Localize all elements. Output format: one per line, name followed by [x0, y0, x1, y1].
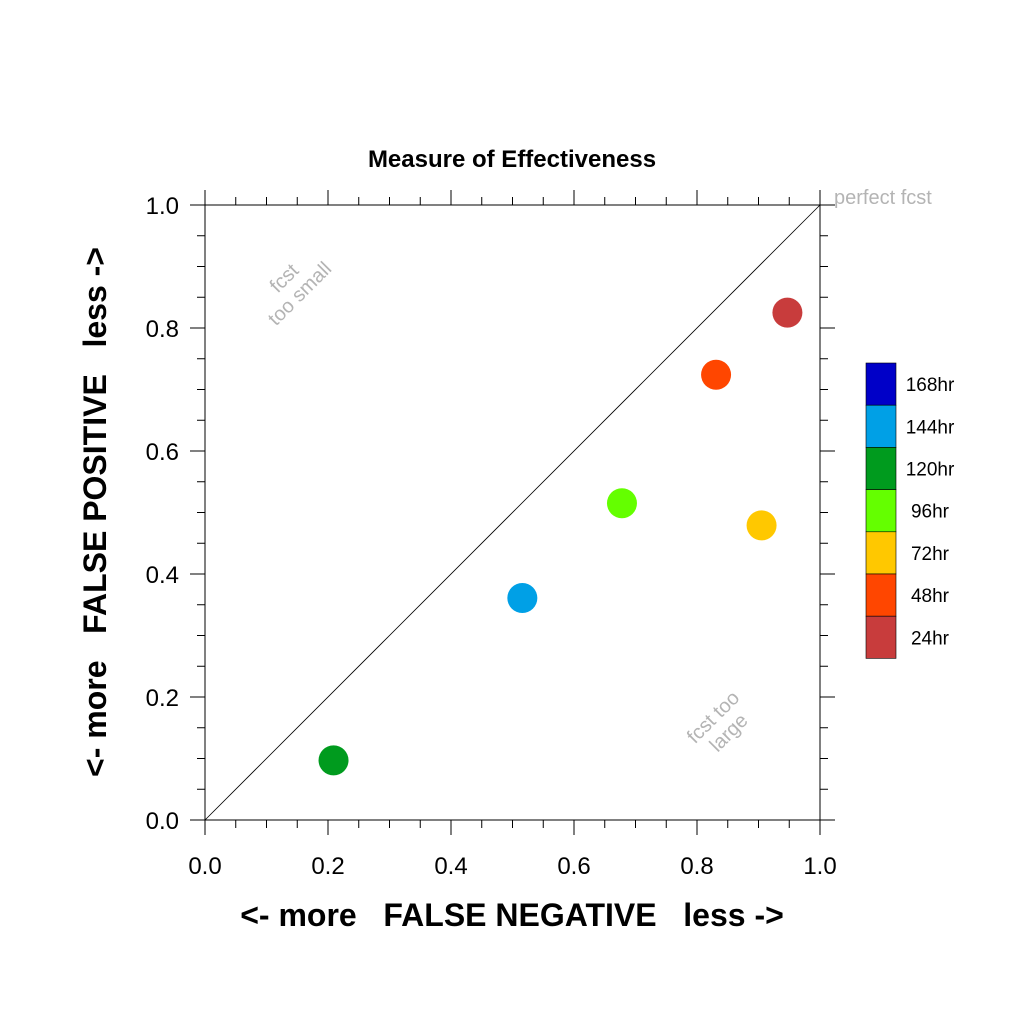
legend-label-120hr: 120hr: [906, 460, 955, 481]
point-72hr: [746, 510, 777, 541]
legend-label-48hr: 48hr: [911, 586, 950, 607]
legend-label-168hr: 168hr: [906, 375, 955, 396]
too-small-annotation: fcst too small: [264, 258, 336, 330]
point-96hr: [606, 488, 637, 519]
too-large-annotation: fcst too large: [683, 687, 753, 757]
legend-swatch-96hr: [865, 489, 897, 533]
legend-swatch-120hr: [865, 447, 897, 490]
legend-label-72hr: 72hr: [911, 544, 950, 565]
perfect-forecast-annotation: perfect fcst: [834, 187, 932, 209]
point-24hr: [772, 297, 803, 328]
legend-swatch-48hr: [865, 573, 897, 617]
y-axis-label: <- more FALSE POSITIVE less ->: [77, 247, 113, 777]
x-tick-label: 0.0: [188, 853, 221, 880]
too-small-annotation-line-2: too small: [264, 258, 336, 330]
y-tick-label: 1.0: [146, 193, 179, 220]
legend-swatch-168hr: [865, 362, 897, 406]
y-tick-label: 0.4: [146, 562, 179, 589]
y-tick-label: 0.2: [146, 685, 179, 712]
x-tick-label: 0.2: [311, 853, 344, 880]
y-tick-label: 0.8: [146, 316, 179, 343]
legend-label-96hr: 96hr: [911, 502, 950, 523]
x-tick-label: 0.8: [680, 853, 713, 880]
legend-swatch-24hr: [865, 615, 897, 659]
legend: 168hr 144hr 120hr 96hr 72hr 48hr 24hr: [865, 362, 955, 659]
x-tick-label: 0.4: [434, 853, 467, 880]
chart-title: Measure of Effectiveness: [368, 146, 656, 173]
point-120hr: [318, 745, 349, 776]
point-48hr: [701, 359, 732, 390]
diagonal-line: [204, 204, 821, 821]
y-tick-label: 0.0: [146, 808, 179, 835]
legend-swatch-144hr: [865, 404, 897, 448]
x-axis-label: <- more FALSE NEGATIVE less ->: [240, 897, 784, 933]
legend-label-24hr: 24hr: [911, 628, 950, 649]
x-tick-label: 0.6: [557, 853, 590, 880]
point-144hr: [507, 582, 538, 613]
y-tick-label: 0.6: [146, 439, 179, 466]
plot-area: 0.0 0.2 0.4 0.6 0.8 1.0 0.0 0.2 0.4 0.6 0.8 1.0: [146, 190, 837, 880]
legend-swatch-72hr: [865, 531, 897, 575]
legend-label-144hr: 144hr: [906, 417, 955, 438]
x-tick-label: 1.0: [803, 853, 836, 880]
